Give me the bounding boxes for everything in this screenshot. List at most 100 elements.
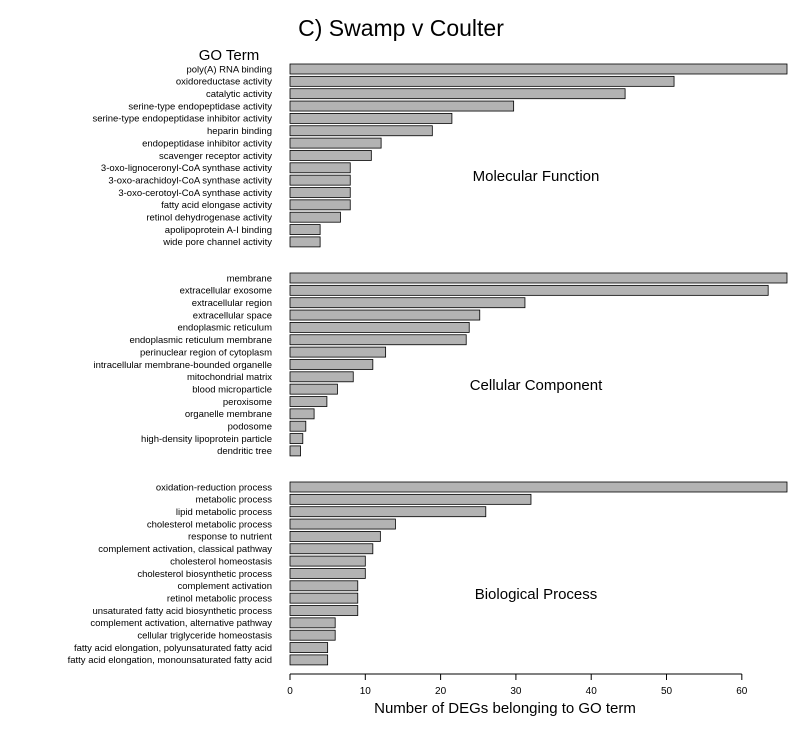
x-tick-label-0: 0 [287, 686, 293, 697]
x-tick-label-30: 30 [510, 686, 522, 697]
bar-blood-microparticle [289, 383, 338, 395]
x-tick-label-60: 60 [736, 686, 748, 697]
term-label-membrane: membrane [227, 273, 272, 284]
term-label-extracellular-exosome: extracellular exosome [180, 286, 272, 297]
group-biological-process: oxidation-reduction process metabolic pro… [68, 481, 788, 666]
term-label-cholesterol-metabolic-process: cholesterol metabolic process [147, 519, 272, 530]
chart-title: C) Swamp v Coulter [298, 15, 504, 41]
term-label-complement-activation-classical-pathway: complement activation, classical pathway [98, 544, 272, 555]
x-axis-label: Number of DEGs belonging to GO term [374, 700, 636, 717]
term-label-extracellular-region: extracellular region [192, 298, 272, 309]
term-label-metabolic-process: metabolic process [195, 495, 272, 506]
bar-oxidoreductase-activity [289, 75, 675, 87]
term-label-peroxisome: peroxisome [223, 397, 272, 408]
bar-complement-activation-classical-pathway [289, 543, 374, 555]
bar-heparin-binding [289, 125, 433, 137]
bar-organelle-membrane [289, 408, 315, 420]
term-label-unsaturated-fatty-acid-biosynthetic-process: unsaturated fatty acid biosynthetic proc… [92, 606, 272, 617]
section-label-molecular-function: Molecular Function [473, 168, 600, 185]
bar-wide-pore-channel-activity [289, 236, 321, 248]
term-label-apolipoprotein-a-i-binding: apolipoprotein A-I binding [165, 225, 272, 236]
term-label-perinuclear-region-of-cytoplasm: perinuclear region of cytoplasm [140, 347, 272, 358]
term-label-cellular-triglyceride-homeostasis: cellular triglyceride homeostasis [137, 631, 272, 642]
term-label-cholesterol-biosynthetic-process: cholesterol biosynthetic process [137, 569, 272, 580]
x-tick-label-50: 50 [661, 686, 673, 697]
bar-intracellular-membrane-bounded-organelle [289, 359, 374, 370]
bar-apolipoprotein-a-i-binding [289, 224, 321, 235]
bar-cholesterol-biosynthetic-process [289, 568, 366, 579]
bar-extracellular-exosome [289, 284, 769, 296]
bar-serine-type-endopeptidase-inhibitor-activity [289, 113, 453, 124]
term-label-organelle-membrane: organelle membrane [185, 409, 272, 420]
bar-serine-type-endopeptidase-activity [289, 100, 515, 112]
bar-3-oxo-lignoceronyl-coa-synthase-activity [289, 162, 351, 174]
term-label-fatty-acid-elongation-monounsaturated-fatty-acid: fatty acid elongation, monounsaturated f… [68, 655, 272, 666]
term-label-fatty-acid-elongase-activity: fatty acid elongase activity [161, 200, 272, 211]
term-label-3-oxo-lignoceronyl-coa-synthase-activity: 3-oxo-lignoceronyl-CoA synthase activity [101, 163, 272, 174]
section-label-biological-process: Biological Process [475, 586, 598, 603]
bar-retinol-dehydrogenase-activity [289, 211, 341, 223]
term-label-endoplasmic-reticulum: endoplasmic reticulum [177, 323, 272, 334]
term-label-lipid-metabolic-process: lipid metabolic process [176, 507, 272, 518]
term-label-cholesterol-homeostasis: cholesterol homeostasis [170, 556, 272, 567]
term-label-retinol-dehydrogenase-activity: retinol dehydrogenase activity [146, 213, 272, 224]
bar-cholesterol-homeostasis [289, 555, 366, 567]
bar-membrane [289, 272, 788, 284]
bar-3-oxo-arachidoyl-coa-synthase-activity [289, 174, 351, 186]
bar-retinol-metabolic-process [289, 592, 359, 604]
term-label-serine-type-endopeptidase-activity: serine-type endopeptidase activity [128, 101, 272, 112]
term-label-high-density-lipoprotein-particle: high-density lipoprotein particle [141, 434, 272, 445]
bar-complement-activation-alternative-pathway [289, 617, 336, 629]
term-label-poly-a-rna-binding: poly(A) RNA binding [186, 64, 272, 75]
term-label-3-oxo-cerotoyl-coa-synthase-activity: 3-oxo-cerotoyl-CoA synthase activity [118, 188, 272, 199]
bar-extracellular-space [289, 309, 481, 321]
term-label-catalytic-activity: catalytic activity [206, 89, 272, 100]
bar-unsaturated-fatty-acid-biosynthetic-process [289, 605, 359, 616]
term-label-endoplasmic-reticulum-membrane: endoplasmic reticulum membrane [129, 335, 272, 346]
bar-fatty-acid-elongase-activity [289, 199, 351, 211]
x-tick-label-40: 40 [586, 686, 598, 697]
bar-3-oxo-cerotoyl-coa-synthase-activity [289, 187, 351, 198]
term-label-heparin-binding: heparin binding [207, 126, 272, 137]
term-label-blood-microparticle: blood microparticle [192, 384, 272, 395]
term-label-scavenger-receptor-activity: scavenger receptor activity [159, 151, 272, 162]
term-label-intracellular-membrane-bounded-organelle: intracellular membrane-bounded organelle [94, 360, 273, 371]
group-cellular-component: membrane extracellular exosomeextracellul… [94, 272, 788, 457]
bar-fatty-acid-elongation-monounsaturated-fatty-acid [289, 654, 329, 666]
term-label-oxidation-reduction-process: oxidation-reduction process [156, 482, 272, 493]
bar-groups: poly(A) RNA binding oxidoreductase activi… [68, 63, 788, 666]
term-label-complement-activation-alternative-pathway: complement activation, alternative pathw… [90, 618, 272, 629]
bar-endopeptidase-inhibitor-activity [289, 137, 382, 149]
bar-response-to-nutrient [289, 531, 381, 542]
bar-perinuclear-region-of-cytoplasm [289, 346, 387, 358]
bar-endoplasmic-reticulum [289, 321, 470, 333]
term-label-serine-type-endopeptidase-inhibitor-activity: serine-type endopeptidase inhibitor acti… [92, 114, 272, 125]
term-label-wide-pore-channel-activity: wide pore channel activity [162, 237, 272, 248]
bar-cellular-triglyceride-homeostasis [289, 629, 336, 641]
x-tick-label-10: 10 [360, 686, 372, 697]
term-label-oxidoreductase-activity: oxidoreductase activity [176, 77, 272, 88]
term-label-mitochondrial-matrix: mitochondrial matrix [187, 372, 272, 383]
term-label-retinol-metabolic-process: retinol metabolic process [167, 593, 272, 604]
bar-dendritic-tree [289, 445, 301, 457]
bar-mitochondrial-matrix [289, 371, 354, 383]
go-term-header: GO Term [199, 47, 260, 64]
group-molecular-function: poly(A) RNA binding oxidoreductase activi… [92, 63, 788, 248]
x-axis: 0 10 20 30 40 50 60 [287, 673, 748, 697]
term-label-podosome: podosome [228, 422, 272, 433]
term-label-endopeptidase-inhibitor-activity: endopeptidase inhibitor activity [142, 138, 272, 149]
term-label-dendritic-tree: dendritic tree [217, 446, 272, 457]
section-label-cellular-component: Cellular Component [470, 377, 603, 394]
bar-fatty-acid-elongation-polyunsaturated-fatty-acid [289, 642, 329, 653]
term-label-fatty-acid-elongation-polyunsaturated-fatty-acid: fatty acid elongation, polyunsaturated f… [74, 643, 272, 654]
bar-high-density-lipoprotein-particle [289, 433, 304, 444]
bar-extracellular-region [289, 297, 526, 309]
term-label-3-oxo-arachidoyl-coa-synthase-activity: 3-oxo-arachidoyl-CoA synthase activity [108, 175, 272, 186]
term-label-complement-activation: complement activation [177, 581, 272, 592]
bar-catalytic-activity [289, 88, 626, 100]
bar-scavenger-receptor-activity [289, 150, 372, 161]
bar-endoplasmic-reticulum-membrane [289, 334, 467, 346]
bar-peroxisome [289, 396, 328, 407]
x-tick-label-20: 20 [435, 686, 447, 697]
